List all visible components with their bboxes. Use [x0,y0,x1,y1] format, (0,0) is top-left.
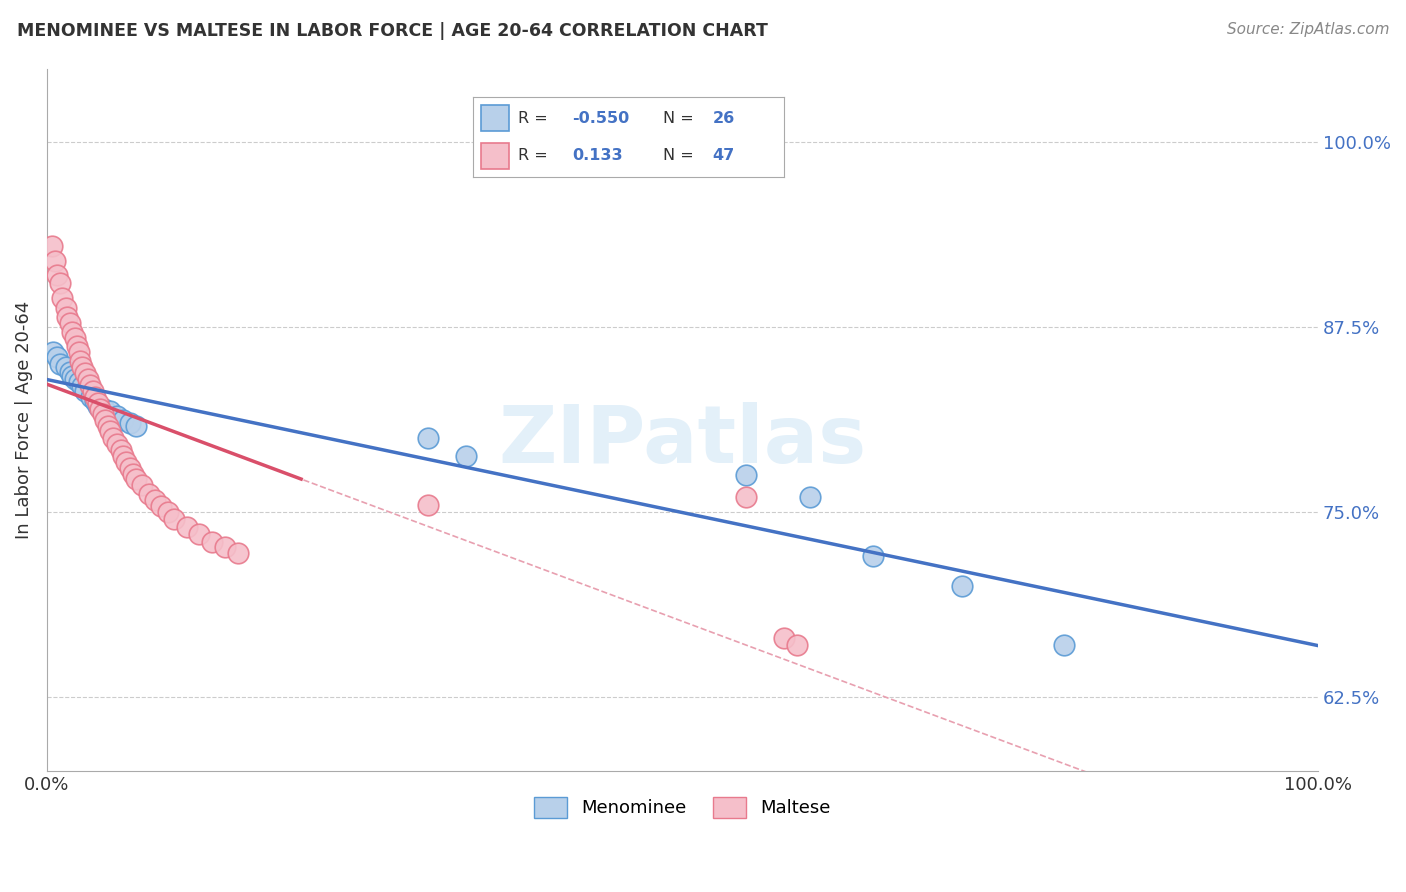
Text: ZIPatlas: ZIPatlas [498,401,866,480]
Point [48,276,70,290]
Point [72,360,94,375]
Point [112,449,135,463]
Point [66,339,89,353]
Point [76,372,98,386]
Point [60,325,83,339]
Point [100,404,122,418]
Point [97,419,120,434]
Point [79,377,101,392]
Text: Source: ZipAtlas.com: Source: ZipAtlas.com [1226,22,1389,37]
Point [67,345,90,359]
Point [226,546,249,560]
Point [125,473,148,487]
Point [786,638,808,652]
Point [163,512,186,526]
Point [105,409,128,423]
Point [87,399,110,413]
Point [73,366,96,380]
Point [63,372,86,386]
Point [418,498,440,512]
Point [100,424,122,438]
Point [69,354,91,368]
Point [59,316,82,330]
Point [59,365,82,379]
Point [55,301,77,315]
Point [118,417,141,431]
Point [48,357,70,371]
Point [735,468,758,483]
Point [41,239,63,253]
Point [125,419,148,434]
Point [112,413,135,427]
Text: MENOMINEE VS MALTESE IN LABOR FORCE | AGE 20-64 CORRELATION CHART: MENOMINEE VS MALTESE IN LABOR FORCE | AG… [17,22,768,40]
Point [138,487,160,501]
Point [93,401,115,416]
Point [46,268,69,283]
Point [55,360,77,375]
Legend: Menominee, Maltese: Menominee, Maltese [527,789,838,825]
Point [94,413,117,427]
Point [51,291,73,305]
Point [56,310,79,324]
Point [114,455,136,469]
Point [773,631,796,645]
Point [176,520,198,534]
Point [131,478,153,492]
Point [214,541,236,555]
Point [42,345,65,359]
Point [1053,638,1076,652]
Point [63,330,86,344]
Point [735,490,758,504]
Point [950,579,973,593]
Point [418,431,440,445]
Point [188,527,211,541]
Point [799,490,821,504]
Point [44,253,66,268]
Point [143,493,166,508]
Point [110,442,132,457]
Point [105,437,128,451]
Y-axis label: In Labor Force | Age 20-64: In Labor Force | Age 20-64 [15,301,32,539]
Point [156,505,179,519]
Point [101,431,124,445]
Point [862,549,884,564]
Point [46,350,69,364]
Point [82,384,104,398]
Point [73,384,96,398]
Point [201,534,224,549]
Point [84,390,107,404]
Point [456,449,478,463]
Point [150,499,173,513]
Point [118,460,141,475]
Point [89,401,111,416]
Point [84,394,107,409]
Point [72,379,94,393]
Point [80,390,103,404]
Point [60,369,83,384]
Point [122,467,145,481]
Point [91,408,114,422]
Point [87,395,110,409]
Point [67,375,90,389]
